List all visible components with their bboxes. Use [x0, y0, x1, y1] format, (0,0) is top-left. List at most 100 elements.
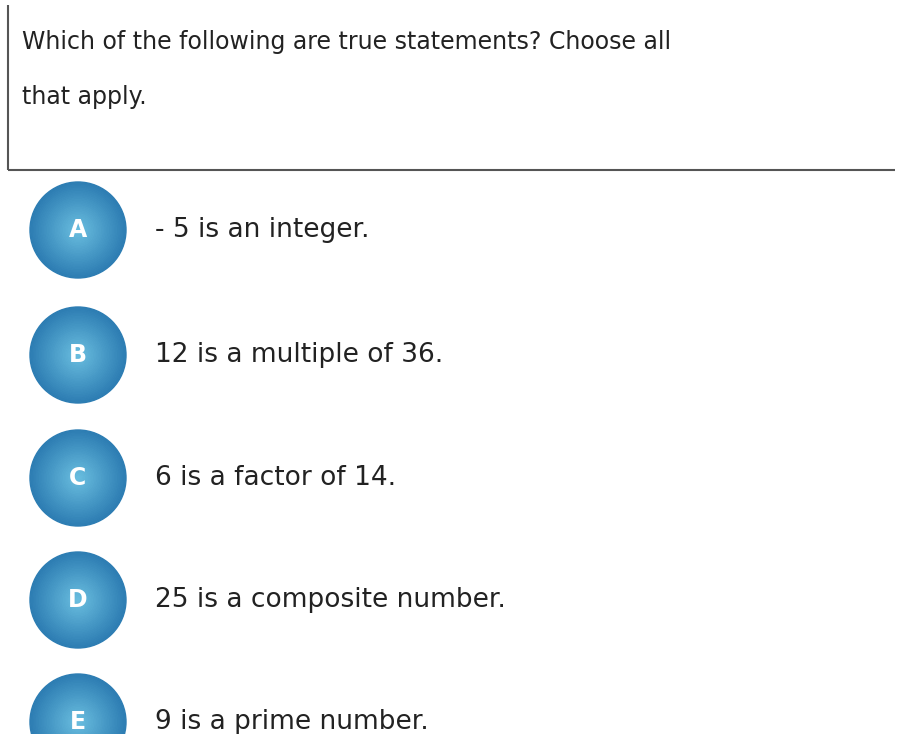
Circle shape	[41, 563, 115, 637]
Circle shape	[30, 552, 126, 648]
Circle shape	[75, 475, 81, 482]
Circle shape	[48, 570, 108, 631]
Circle shape	[36, 680, 120, 734]
Circle shape	[60, 212, 95, 247]
Circle shape	[38, 682, 118, 734]
Circle shape	[58, 581, 97, 619]
Circle shape	[36, 559, 120, 642]
Circle shape	[40, 316, 116, 393]
Circle shape	[67, 711, 89, 733]
Circle shape	[75, 227, 81, 233]
Text: 6 is a factor of 14.: 6 is a factor of 14.	[155, 465, 396, 491]
Circle shape	[50, 451, 105, 505]
Circle shape	[72, 349, 85, 361]
Circle shape	[60, 338, 95, 373]
Circle shape	[35, 679, 122, 734]
Circle shape	[30, 674, 126, 734]
Circle shape	[40, 683, 116, 734]
Circle shape	[38, 438, 118, 518]
Circle shape	[54, 576, 102, 624]
Circle shape	[68, 468, 87, 487]
Circle shape	[46, 690, 110, 734]
Circle shape	[64, 586, 93, 614]
Circle shape	[56, 456, 101, 501]
Text: that apply.: that apply.	[22, 85, 147, 109]
Circle shape	[52, 330, 104, 381]
Circle shape	[32, 432, 124, 524]
Circle shape	[54, 206, 102, 254]
Circle shape	[62, 584, 94, 616]
Circle shape	[70, 714, 86, 730]
Circle shape	[76, 228, 79, 232]
Circle shape	[32, 553, 124, 647]
Circle shape	[33, 185, 122, 275]
Circle shape	[35, 312, 122, 399]
Circle shape	[72, 594, 85, 606]
Circle shape	[73, 473, 83, 483]
Circle shape	[48, 200, 108, 261]
Circle shape	[65, 587, 91, 613]
Circle shape	[65, 465, 91, 491]
Circle shape	[62, 706, 94, 734]
Circle shape	[76, 598, 79, 602]
Circle shape	[46, 568, 110, 632]
Circle shape	[73, 595, 83, 605]
Circle shape	[36, 189, 120, 272]
Circle shape	[50, 573, 105, 627]
Circle shape	[33, 677, 122, 734]
Circle shape	[72, 224, 85, 236]
Circle shape	[36, 313, 120, 396]
Circle shape	[58, 579, 99, 621]
Circle shape	[64, 341, 93, 369]
Circle shape	[54, 698, 102, 734]
Circle shape	[50, 449, 107, 506]
Circle shape	[56, 578, 101, 622]
Circle shape	[40, 192, 116, 269]
Circle shape	[70, 470, 86, 486]
Circle shape	[73, 225, 83, 235]
Circle shape	[56, 700, 101, 734]
Circle shape	[76, 476, 79, 479]
Circle shape	[32, 184, 124, 277]
Circle shape	[50, 203, 105, 257]
Circle shape	[43, 195, 113, 265]
Circle shape	[68, 346, 87, 365]
Circle shape	[52, 575, 104, 625]
Circle shape	[62, 339, 94, 371]
Circle shape	[73, 717, 83, 727]
Circle shape	[68, 590, 87, 610]
Circle shape	[41, 686, 115, 734]
Circle shape	[41, 193, 115, 266]
Circle shape	[58, 334, 99, 376]
Circle shape	[40, 562, 116, 639]
Circle shape	[48, 448, 108, 509]
Text: C: C	[69, 466, 86, 490]
Circle shape	[38, 560, 118, 640]
Circle shape	[40, 440, 116, 517]
Circle shape	[68, 220, 87, 239]
Circle shape	[46, 198, 110, 262]
Circle shape	[33, 310, 122, 400]
Circle shape	[52, 204, 104, 255]
Circle shape	[38, 190, 118, 270]
Circle shape	[60, 705, 95, 734]
Circle shape	[54, 454, 102, 502]
Circle shape	[41, 319, 115, 392]
Circle shape	[64, 708, 93, 734]
Text: B: B	[69, 343, 87, 367]
Text: D: D	[68, 588, 88, 612]
Circle shape	[72, 472, 85, 484]
Circle shape	[72, 716, 85, 728]
Circle shape	[46, 323, 110, 387]
Text: 25 is a composite number.: 25 is a composite number.	[155, 587, 506, 613]
Circle shape	[60, 582, 95, 617]
Circle shape	[58, 459, 97, 497]
Circle shape	[50, 328, 105, 382]
Circle shape	[33, 433, 122, 523]
Circle shape	[60, 460, 95, 495]
Text: 9 is a prime number.: 9 is a prime number.	[155, 709, 428, 734]
Circle shape	[58, 702, 97, 734]
Text: E: E	[70, 710, 86, 734]
Circle shape	[44, 567, 112, 633]
Circle shape	[68, 713, 87, 732]
